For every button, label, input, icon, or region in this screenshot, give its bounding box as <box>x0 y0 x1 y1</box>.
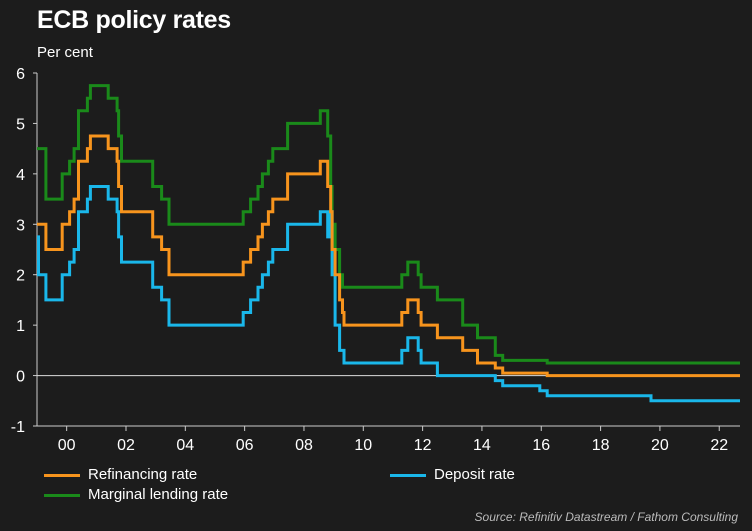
legend-item-refinancing: Refinancing rate <box>44 466 304 484</box>
series-line-deposit-rate <box>37 185 740 403</box>
x-tick-label: 18 <box>592 437 610 454</box>
chart-series <box>37 84 740 403</box>
x-tick-label: 20 <box>651 437 669 454</box>
legend-swatch-refinancing <box>44 474 80 477</box>
legend-label-deposit: Deposit rate <box>434 466 515 483</box>
source-note: Source: Refinitiv Datastream / Fathom Co… <box>474 510 738 524</box>
chart-title: ECB policy rates <box>37 6 231 34</box>
x-tick-label: 08 <box>295 437 313 454</box>
legend-swatch-marginal <box>44 494 80 497</box>
y-axis-unit-label: Per cent <box>37 44 93 61</box>
y-tick-label: 0 <box>16 369 25 386</box>
legend-label-marginal: Marginal lending rate <box>88 486 229 503</box>
x-tick-label: 12 <box>414 437 432 454</box>
legend-item-marginal: Marginal lending rate <box>44 486 304 504</box>
y-tick-label: 1 <box>16 318 25 335</box>
legend-label-refinancing: Refinancing rate <box>88 466 198 483</box>
x-tick-label: 02 <box>117 437 135 454</box>
x-tick-label: 14 <box>473 437 491 454</box>
y-tick-label: 2 <box>16 268 25 285</box>
y-tick-label: 3 <box>16 217 25 234</box>
x-tick-label: 00 <box>58 437 76 454</box>
y-tick-label: 5 <box>16 116 25 133</box>
x-tick-label: 22 <box>710 437 728 454</box>
x-tick-label: 06 <box>236 437 254 454</box>
x-tick-label: 16 <box>532 437 550 454</box>
series-line-refinancing-rate <box>37 134 740 378</box>
x-tick-label: 10 <box>354 437 372 454</box>
y-tick-label: 6 <box>16 66 25 83</box>
x-tick-label: 04 <box>176 437 194 454</box>
legend-swatch-deposit <box>390 474 426 477</box>
legend-item-deposit: Deposit rate <box>390 466 650 484</box>
series-line-marginal-lending-rate <box>37 84 740 365</box>
y-tick-label: -1 <box>11 419 25 436</box>
y-tick-label: 4 <box>16 167 25 184</box>
